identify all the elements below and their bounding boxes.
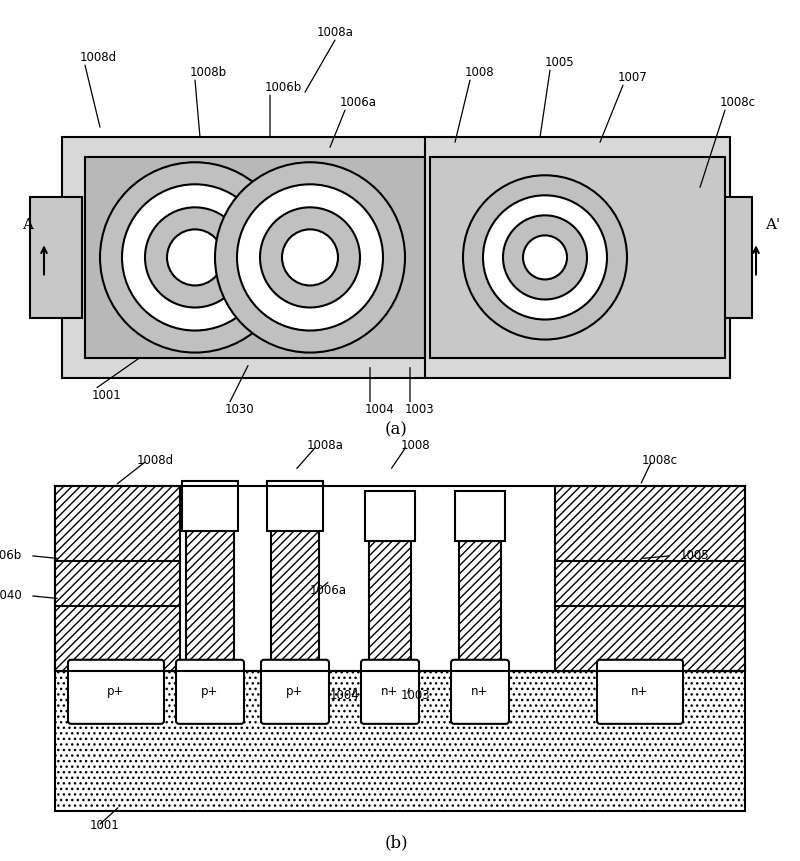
Ellipse shape — [483, 195, 607, 319]
Text: 1006a: 1006a — [340, 96, 377, 108]
FancyBboxPatch shape — [176, 660, 244, 724]
Text: 1008c: 1008c — [720, 96, 756, 108]
Text: 1040: 1040 — [0, 589, 22, 602]
Text: 1005: 1005 — [545, 56, 574, 69]
Ellipse shape — [122, 184, 268, 331]
Text: A': A' — [766, 219, 781, 232]
Text: (a): (a) — [385, 421, 407, 438]
FancyBboxPatch shape — [68, 660, 164, 724]
Ellipse shape — [167, 229, 223, 286]
Ellipse shape — [282, 229, 338, 286]
Text: 1008: 1008 — [465, 65, 494, 78]
Text: 1008d: 1008d — [137, 454, 174, 467]
FancyBboxPatch shape — [361, 660, 419, 724]
Ellipse shape — [215, 162, 405, 352]
Bar — [267, 480, 323, 530]
Text: 1001: 1001 — [90, 820, 120, 833]
Ellipse shape — [503, 215, 587, 300]
Text: 1030: 1030 — [225, 403, 254, 416]
Text: 1008a: 1008a — [317, 26, 354, 39]
Ellipse shape — [260, 208, 360, 307]
Bar — [271, 530, 319, 671]
Ellipse shape — [145, 208, 245, 307]
Bar — [62, 137, 730, 378]
Text: 1006b: 1006b — [265, 81, 302, 94]
Bar — [186, 530, 234, 671]
FancyBboxPatch shape — [451, 660, 509, 724]
Text: 1008a: 1008a — [306, 439, 343, 452]
Ellipse shape — [237, 184, 383, 331]
Bar — [182, 480, 238, 530]
Bar — [85, 158, 425, 357]
Bar — [30, 197, 82, 318]
Ellipse shape — [463, 176, 627, 339]
Bar — [459, 541, 501, 671]
Text: 1007: 1007 — [618, 71, 648, 84]
Text: 1004: 1004 — [365, 403, 394, 416]
Text: A: A — [22, 219, 34, 232]
Text: n+: n+ — [631, 685, 649, 698]
Ellipse shape — [523, 235, 567, 280]
Text: 1006b: 1006b — [0, 549, 22, 562]
Bar — [55, 486, 180, 671]
Bar — [455, 491, 505, 541]
Text: 1005: 1005 — [680, 549, 710, 562]
Ellipse shape — [100, 162, 290, 352]
Text: 1008c: 1008c — [642, 454, 678, 467]
Text: p+: p+ — [107, 685, 125, 698]
Text: 1008d: 1008d — [80, 51, 117, 64]
Text: (b): (b) — [384, 834, 408, 852]
Text: 1004: 1004 — [330, 690, 360, 703]
Bar — [430, 158, 725, 357]
Bar — [555, 486, 745, 671]
Text: 1008b: 1008b — [190, 65, 227, 78]
Text: 1008: 1008 — [400, 439, 430, 452]
Bar — [55, 671, 745, 811]
Text: 1003: 1003 — [405, 403, 434, 416]
Text: n+: n+ — [471, 685, 489, 698]
Bar — [369, 541, 411, 671]
Bar — [700, 197, 752, 318]
Text: p+: p+ — [286, 685, 304, 698]
Text: n+: n+ — [382, 685, 398, 698]
Text: 1003: 1003 — [400, 690, 430, 703]
Bar — [365, 491, 415, 541]
Text: p+: p+ — [202, 685, 218, 698]
Text: 1001: 1001 — [92, 389, 122, 402]
FancyBboxPatch shape — [597, 660, 683, 724]
FancyBboxPatch shape — [261, 660, 329, 724]
Text: 1006a: 1006a — [310, 584, 347, 598]
